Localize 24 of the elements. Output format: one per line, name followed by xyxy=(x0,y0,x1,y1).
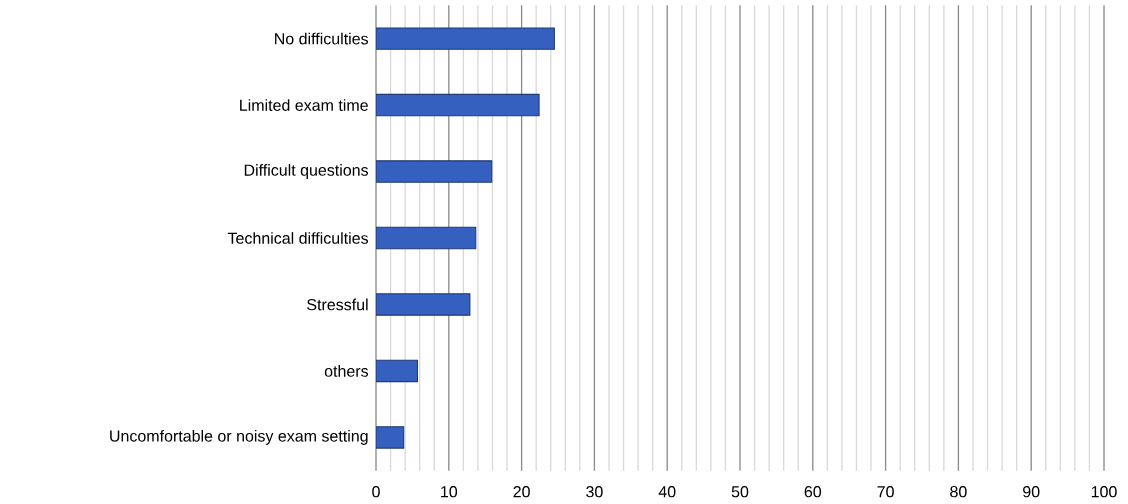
bar xyxy=(376,93,540,117)
x-tick-label: 90 xyxy=(1023,486,1040,498)
x-tick-label: 10 xyxy=(441,486,458,498)
x-tick-label: 70 xyxy=(877,486,894,498)
x-tick-label: 20 xyxy=(513,486,530,498)
x-tick-label: 80 xyxy=(950,486,967,498)
bar xyxy=(376,293,471,316)
x-tick-label: 40 xyxy=(658,486,676,498)
bar xyxy=(376,359,419,383)
x-tick-label: 30 xyxy=(586,486,603,498)
bar xyxy=(376,27,555,50)
y-tick-label: Technical difficulties xyxy=(227,232,369,244)
y-tick-label: others xyxy=(324,365,369,377)
y-tick-label: Uncomfortable or noisy exam setting xyxy=(110,429,368,445)
x-tick-label: 0 xyxy=(372,486,380,498)
y-tick-label: Limited exam time xyxy=(240,99,368,111)
x-tick-label: 60 xyxy=(804,486,822,498)
x-tick-label: 100 xyxy=(1091,486,1117,498)
bar xyxy=(376,160,493,183)
x-tick-label: 50 xyxy=(731,486,749,498)
y-tick-label: No difficulties xyxy=(275,32,369,45)
bar xyxy=(376,226,477,250)
y-tick-label: Stressful xyxy=(307,298,368,311)
y-tick-label: Difficult questions xyxy=(244,164,369,179)
